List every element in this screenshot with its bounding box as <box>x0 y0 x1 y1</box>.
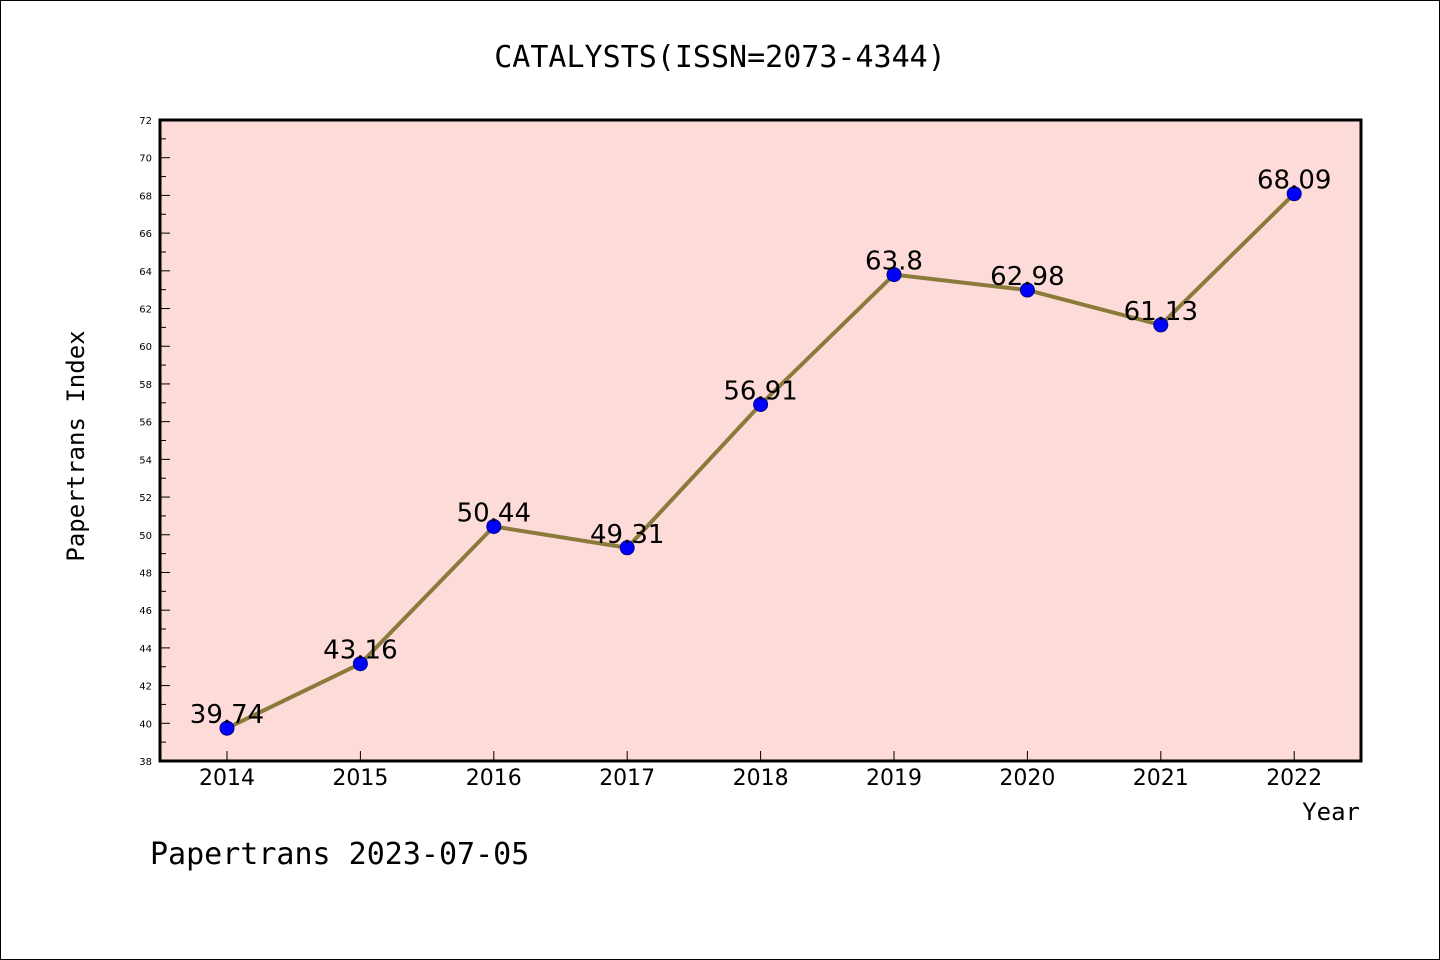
y-tick-label: 48 <box>139 568 152 579</box>
x-tick-label: 2015 <box>332 766 388 791</box>
data-point <box>1286 186 1302 202</box>
x-tick-label: 2019 <box>866 766 922 791</box>
x-axis: 2014 2015 2016 2017 2018 2019 2020 2021 2022 <box>199 751 1322 791</box>
data-label: 63.8 <box>865 247 923 277</box>
y-tick-label: 72 <box>139 116 152 127</box>
data-point <box>619 540 635 556</box>
data-point <box>219 720 235 736</box>
y-tick-label: 46 <box>139 606 152 617</box>
y-tick-label: 50 <box>139 531 152 542</box>
x-tick-label: 2020 <box>999 766 1055 791</box>
chart-title: CATALYSTS(ISSN=2073-4344) <box>494 40 946 75</box>
x-tick-label: 2017 <box>599 766 655 791</box>
data-label: 56.91 <box>723 376 797 406</box>
footer-text: Papertrans 2023-07-05 <box>150 837 529 872</box>
data-point <box>352 656 368 672</box>
y-tick-label: 38 <box>139 757 152 768</box>
y-tick-label: 44 <box>139 644 152 655</box>
data-label: 43.16 <box>323 636 397 666</box>
x-axis-label: Year <box>1302 798 1360 826</box>
data-point <box>486 518 502 534</box>
y-tick-label: 42 <box>139 682 152 693</box>
x-tick-label: 2021 <box>1133 766 1189 791</box>
data-label: 62.98 <box>990 262 1064 292</box>
data-label: 50.44 <box>457 498 531 528</box>
data-point <box>886 267 902 283</box>
y-tick-label: 52 <box>139 493 152 504</box>
y-tick-label: 56 <box>139 418 152 429</box>
data-label: 68.09 <box>1257 166 1331 196</box>
data-labels: 39.74 43.16 50.44 49.31 56.91 63.8 62.98 61.13 6… <box>190 166 1332 730</box>
y-tick-label: 40 <box>139 719 152 730</box>
data-label: 39.74 <box>190 700 264 730</box>
data-point <box>753 396 769 412</box>
data-label: 61.13 <box>1124 297 1198 327</box>
data-point <box>1019 282 1035 298</box>
x-tick-label: 2018 <box>733 766 789 791</box>
data-label: 49.31 <box>590 520 664 550</box>
data-point <box>1153 317 1169 333</box>
y-tick-label: 70 <box>139 154 152 165</box>
plot-frame <box>158 118 1363 763</box>
x-tick-label: 2016 <box>466 766 522 791</box>
y-tick-label: 66 <box>139 229 152 240</box>
y-tick-label: 58 <box>139 380 152 391</box>
x-tick-label: 2014 <box>199 766 255 791</box>
y-tick-label: 54 <box>139 455 152 466</box>
x-tick-label: 2022 <box>1266 766 1322 791</box>
plot-area <box>160 120 1361 761</box>
y-tick-label: 60 <box>139 342 152 353</box>
y-tick-label: 62 <box>139 305 152 316</box>
y-tick-label: 64 <box>139 267 152 278</box>
data-points <box>219 186 1302 736</box>
y-axis-label: Papertrans Index <box>62 330 90 561</box>
y-tick-label: 68 <box>139 191 152 202</box>
